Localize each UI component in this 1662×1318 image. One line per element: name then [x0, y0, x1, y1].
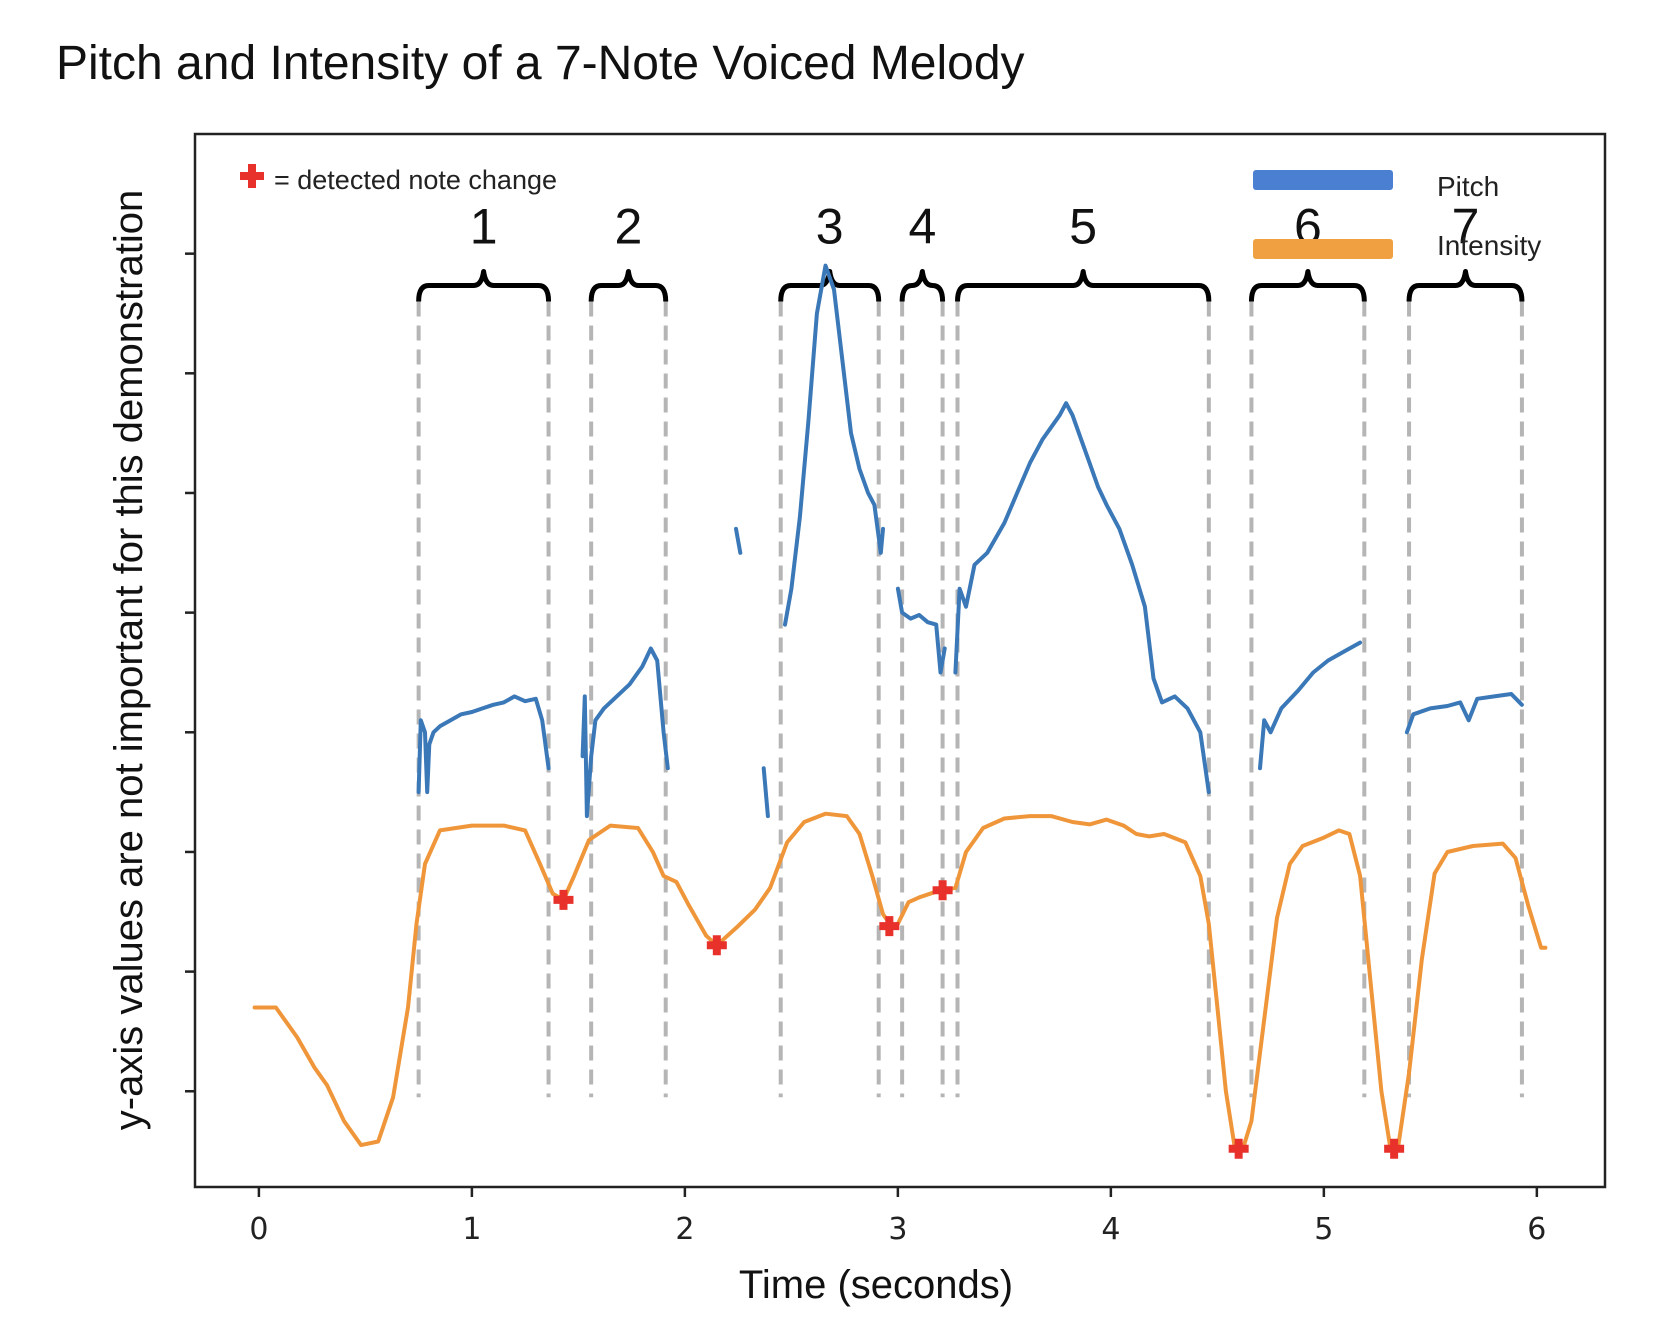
- note-brace-5: [955, 269, 1212, 302]
- intensity-line: [252, 811, 1548, 1151]
- note-brace-7: [1406, 269, 1525, 302]
- x-tick-label-5: 5: [1314, 1212, 1333, 1247]
- note-change-marker-4: [1228, 1138, 1249, 1159]
- pitch-line-segment-8: [1404, 692, 1524, 735]
- note-change-marker-2: [879, 916, 900, 937]
- pitch-line-segment-0: [416, 694, 551, 795]
- legend-swatch-intensity: [1253, 239, 1393, 259]
- marker-note-icon: [240, 164, 264, 188]
- legend-label-intensity: Intensity: [1437, 230, 1541, 261]
- note-label-3: 3: [816, 199, 844, 255]
- series-layer: [252, 263, 1548, 1151]
- note-label-1: 1: [470, 199, 498, 255]
- pitch-line-segment-1: [580, 646, 670, 819]
- note-brace-6: [1248, 269, 1367, 302]
- marker-note: = detected note change: [240, 164, 557, 195]
- plot-frame: [193, 132, 1607, 1189]
- x-axis-label: Time (seconds): [739, 1263, 1013, 1307]
- note-brace-4: [899, 269, 946, 302]
- note-change-marker-0: [553, 889, 574, 910]
- y-axis-label: y-axis values are not important for this…: [107, 190, 151, 1130]
- chart-title: Pitch and Intensity of a 7-Note Voiced M…: [56, 37, 1025, 90]
- note-change-marker-5: [1384, 1138, 1405, 1159]
- note-brace-2: [588, 269, 669, 302]
- segment-boundaries: [416, 301, 1524, 1098]
- note-label-7: 7: [1452, 199, 1480, 255]
- legend: Pitch Intensity: [1253, 170, 1541, 261]
- pitch-line-segment-4: [783, 263, 885, 627]
- legend-swatch-pitch: [1253, 170, 1393, 190]
- note-label-4: 4: [908, 199, 936, 255]
- x-tick-label-4: 4: [1101, 1212, 1120, 1247]
- note-label-5: 5: [1069, 199, 1097, 255]
- pitch-line-segment-6: [953, 401, 1211, 795]
- note-label-2: 2: [615, 199, 643, 255]
- x-tick-label-2: 2: [675, 1212, 694, 1247]
- pitch-line-segment-7: [1258, 640, 1363, 771]
- x-tick-label-6: 6: [1527, 1212, 1546, 1247]
- x-tick-label-3: 3: [888, 1212, 907, 1247]
- pitch-line-segment-3: [761, 766, 770, 819]
- note-change-marker-3: [932, 880, 953, 901]
- axis-ticks: 0 1 2 3 4 5 6: [185, 252, 1546, 1247]
- note-change-markers: [553, 880, 1405, 1159]
- note-change-marker-1: [706, 935, 727, 956]
- x-tick-label-1: 1: [462, 1212, 481, 1247]
- marker-note-text: = detected note change: [274, 165, 557, 195]
- pitch-line-segment-5: [895, 586, 947, 675]
- legend-label-pitch: Pitch: [1437, 171, 1499, 202]
- pitch-line-segment-2: [734, 526, 743, 555]
- x-tick-label-0: 0: [249, 1212, 268, 1247]
- note-brace-1: [416, 269, 552, 302]
